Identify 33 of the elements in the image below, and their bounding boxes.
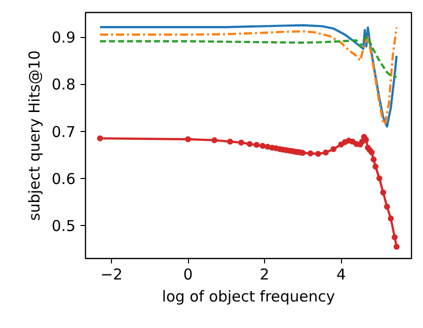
point (372, 164, 379, 170)
x-tick-label: 4 (336, 266, 346, 284)
point (315, 150, 322, 157)
point (376, 175, 382, 182)
point (185, 136, 192, 142)
point (227, 138, 234, 145)
x-axis-title: log of object frequency (162, 288, 336, 306)
point (330, 146, 336, 152)
point (394, 244, 400, 250)
y-tick-label: 0.8 (52, 76, 76, 94)
point (370, 156, 377, 163)
point (307, 150, 314, 156)
x-tick-label: 2 (260, 266, 270, 284)
y-tick-label: 0.9 (52, 28, 76, 47)
point (246, 140, 253, 147)
point (380, 190, 386, 196)
line-series (98, 36, 398, 78)
y-tick-label: 0.7 (52, 122, 76, 141)
x-tick-label: 0 (183, 266, 193, 284)
point (392, 234, 398, 240)
point (388, 215, 394, 222)
y-tick-label: 0.5 (52, 217, 76, 236)
point (254, 142, 260, 148)
x-tick-label: −2 (100, 266, 123, 284)
y-tick-label: 0.6 (52, 170, 76, 188)
point (97, 135, 104, 142)
y-axis-title: subject query Hits@10 (26, 50, 44, 221)
point (211, 137, 218, 144)
point (322, 149, 329, 156)
point (338, 141, 344, 148)
point (260, 142, 266, 149)
point (384, 204, 390, 210)
point (238, 140, 244, 146)
